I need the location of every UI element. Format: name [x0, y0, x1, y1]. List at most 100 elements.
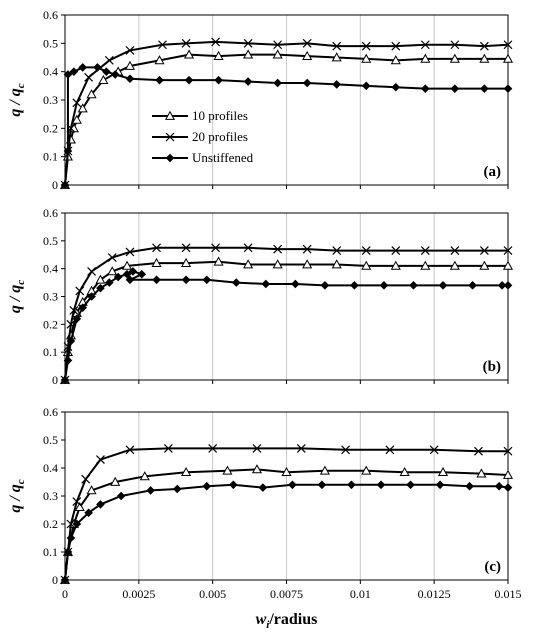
data-point: [361, 246, 371, 255]
data-point: [122, 269, 132, 279]
data-point: [503, 483, 513, 492]
data-point: [243, 259, 254, 269]
panel-label: (a): [484, 164, 502, 180]
data-point: [502, 53, 514, 63]
data-point: [302, 259, 313, 269]
data-point: [69, 305, 79, 315]
data-point: [350, 281, 359, 290]
data-point: [420, 53, 431, 63]
series-line: [64, 66, 508, 186]
data-point: [66, 319, 76, 329]
data-point: [494, 481, 504, 491]
data-point: [211, 243, 221, 253]
data-point: [243, 77, 253, 86]
data-point: [302, 78, 312, 88]
legend-marker: [165, 132, 175, 142]
y-tick-label: 0: [52, 573, 58, 587]
data-point: [361, 53, 372, 63]
data-point: [409, 281, 418, 290]
y-tick-label: 0.5: [43, 433, 58, 447]
data-point: [137, 269, 147, 279]
legend-label: Unstiffened: [192, 150, 254, 165]
data-point: [98, 74, 109, 85]
data-point: [110, 476, 121, 486]
y-tick-label: 0.1: [43, 150, 58, 164]
data-point: [302, 38, 312, 48]
y-tick-label: 0.6: [43, 206, 58, 220]
data-point: [155, 75, 164, 85]
data-point: [450, 246, 460, 255]
data-point: [376, 480, 386, 490]
data-point: [86, 89, 97, 99]
x-tick-label: 0.0075: [270, 587, 303, 601]
chart-panel-1: 0 0.1 0.2 0.3 0.4 0.5 0.6 q / qc (a) 10 profiles 2…: [7, 8, 514, 192]
y-tick-label: 0.3: [43, 93, 58, 107]
data-point: [184, 75, 194, 85]
y-axis-label: q / qc: [7, 479, 27, 512]
data-point: [420, 246, 430, 255]
y-tick-label: 0.2: [43, 517, 58, 531]
data-point: [214, 75, 223, 85]
data-point: [125, 275, 135, 285]
data-point: [95, 274, 106, 284]
data-point: [281, 466, 292, 477]
data-point: [229, 480, 238, 490]
data-point: [74, 501, 85, 512]
data-point: [181, 466, 192, 477]
x-axis-label: wi/radius: [256, 611, 318, 631]
data-point: [151, 257, 162, 267]
legend-marker: [165, 153, 175, 163]
data-point: [429, 445, 439, 455]
data-point: [332, 246, 342, 255]
data-point: [261, 279, 271, 289]
y-tick-label: 0.6: [43, 405, 58, 419]
data-point: [104, 55, 114, 65]
data-point: [208, 443, 218, 453]
data-point: [252, 443, 262, 453]
data-point: [121, 260, 133, 270]
data-point: [152, 243, 161, 253]
data-point: [183, 49, 195, 59]
data-point: [474, 446, 483, 456]
data-point: [341, 445, 350, 455]
data-point: [502, 469, 514, 479]
data-point: [66, 519, 76, 529]
data-point: [288, 480, 297, 490]
data-point: [331, 52, 342, 62]
data-point: [152, 275, 161, 285]
data-point: [71, 114, 82, 124]
data-point: [450, 40, 460, 50]
data-point: [213, 50, 224, 60]
data-point: [146, 486, 155, 495]
series-unstiffened: [60, 63, 513, 190]
y-tick-label: 0.1: [43, 545, 58, 559]
y-tick-label: 0.3: [43, 489, 58, 503]
data-point: [450, 84, 460, 93]
data-point: [181, 275, 191, 285]
chart-panel-2: 0 0.1 0.2 0.3 0.4 0.5 0.6 q / qc (b): [7, 206, 514, 387]
series-unstiffened: [60, 480, 513, 585]
y-tick-label: 0: [52, 373, 58, 387]
data-point: [104, 278, 114, 287]
x-tick-label: 0.01: [350, 587, 371, 601]
legend-label: 10 profiles: [192, 108, 248, 123]
data-point: [125, 45, 135, 55]
y-axis-label: q / qc: [7, 280, 27, 313]
data-point: [125, 247, 135, 257]
data-point: [437, 466, 449, 477]
data-point: [202, 275, 212, 285]
data-point: [87, 267, 97, 276]
data-point: [181, 38, 191, 48]
data-point: [272, 49, 283, 59]
data-point: [420, 84, 430, 93]
y-tick-label: 0.2: [43, 317, 58, 331]
series-line: [64, 40, 509, 186]
data-point: [66, 533, 76, 543]
data-point: [243, 38, 253, 48]
x-tick-label: 0.0125: [418, 587, 451, 601]
data-point: [63, 146, 73, 156]
data-point: [213, 256, 224, 266]
data-point: [361, 260, 372, 270]
data-point: [77, 103, 88, 113]
